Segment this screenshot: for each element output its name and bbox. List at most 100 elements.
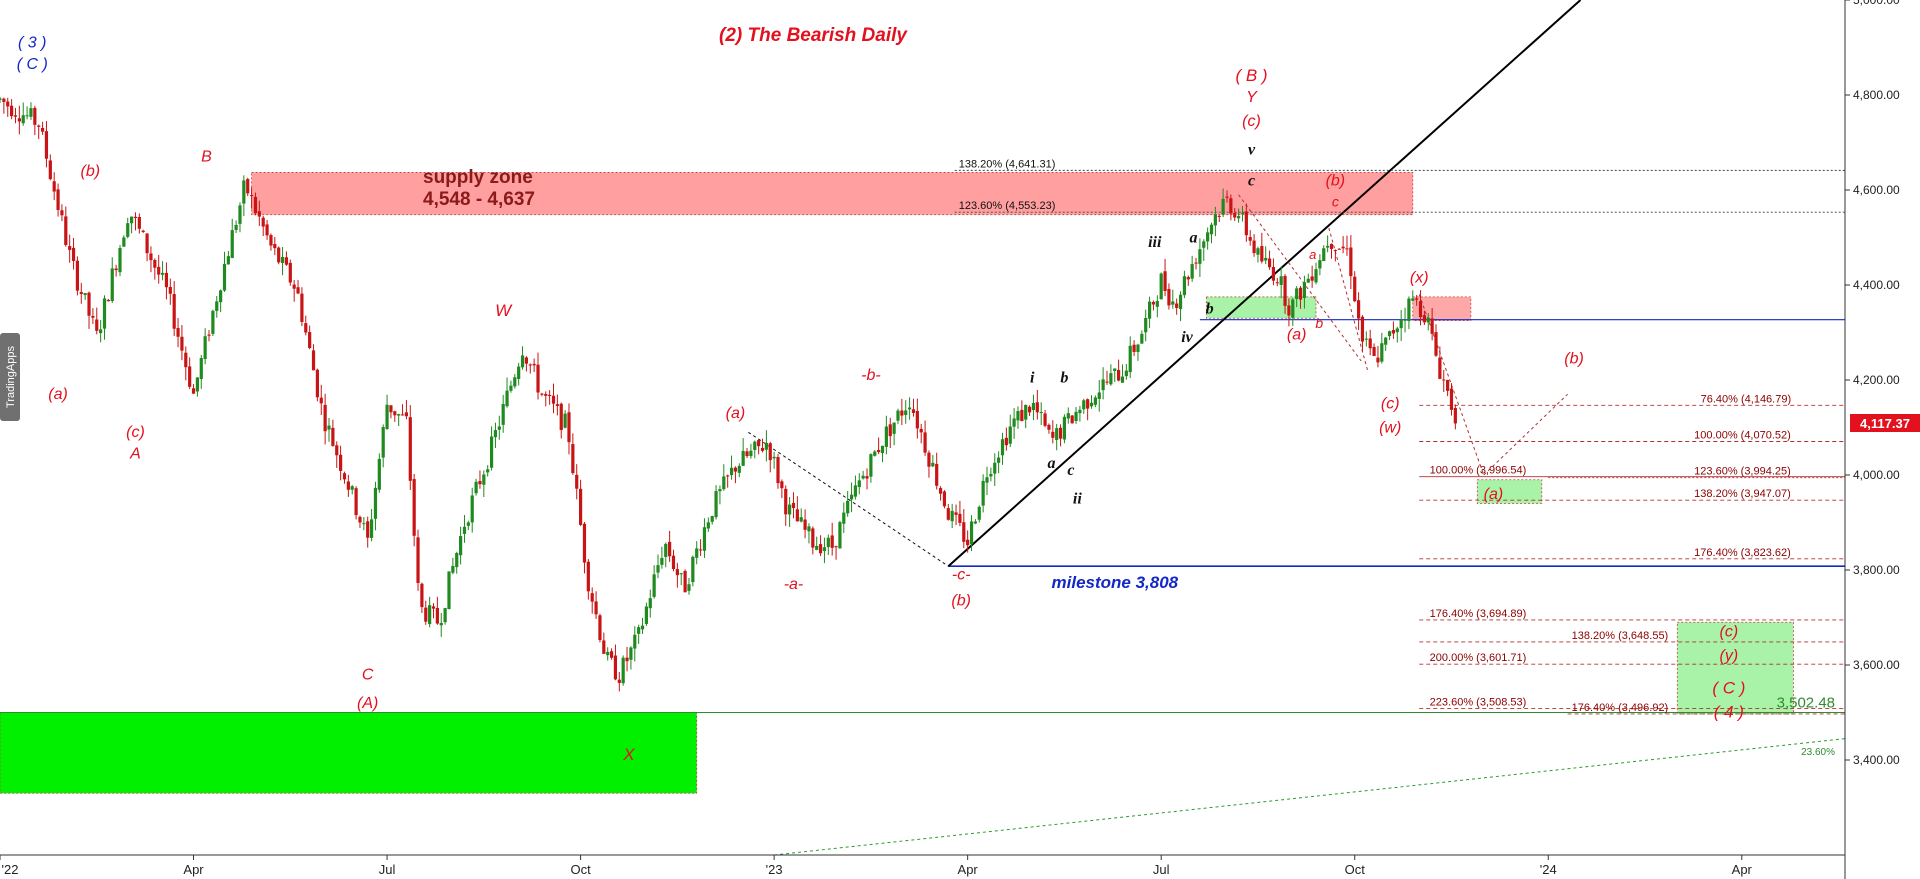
candle-body-332 <box>1283 276 1287 306</box>
fib-level-label-11: 223.60% (3,508.53) <box>1430 696 1527 708</box>
x-tick-label-2: Jul <box>379 862 396 877</box>
candle-body-373 <box>1442 379 1446 381</box>
candle-body-155 <box>598 615 602 640</box>
x-tick-label-6: Jul <box>1153 862 1170 877</box>
candle-body-325 <box>1256 248 1260 255</box>
candle-body-5 <box>17 118 21 122</box>
candle-body-46 <box>176 327 180 337</box>
wave-label-22: a <box>1189 229 1197 246</box>
candle-body-170 <box>656 565 660 573</box>
candle-body-117 <box>451 565 455 573</box>
candle-body-127 <box>489 436 494 468</box>
candle-body-301 <box>1163 271 1167 292</box>
candle-body-330 <box>1275 282 1279 284</box>
candle-body-349 <box>1349 247 1353 277</box>
candle-body-148 <box>571 444 575 474</box>
candle-body-252 <box>973 521 977 524</box>
candle-body-341 <box>1318 260 1322 269</box>
candle-body-130 <box>501 404 505 425</box>
watermark-text: TradingApps <box>5 346 17 408</box>
candle-body-103 <box>397 414 401 416</box>
green-bottom-zone <box>0 712 698 794</box>
candle-body-245 <box>946 508 950 520</box>
candle-body-319 <box>1233 213 1237 218</box>
candle-body-43 <box>164 272 169 288</box>
chart-title: (2) The Bearish Daily <box>719 25 908 46</box>
candle-body-363 <box>1403 319 1407 321</box>
candle-body-134 <box>517 366 521 379</box>
candle-body-147 <box>567 412 571 443</box>
candle-body-344 <box>1329 243 1334 249</box>
wave-label-8: C <box>362 666 374 683</box>
candle-body-77 <box>296 287 300 294</box>
candle-body-70 <box>269 235 273 246</box>
candle-body-135 <box>520 355 525 368</box>
candle-body-16 <box>60 210 64 216</box>
candle-body-177 <box>683 570 687 593</box>
candle-body-178 <box>687 584 691 591</box>
candle-body-224 <box>865 476 869 479</box>
candle-body-95 <box>366 521 370 538</box>
candle-body-34 <box>130 216 134 224</box>
candle-body-74 <box>284 257 289 265</box>
candle-body-185 <box>714 491 718 518</box>
candle-body-92 <box>354 488 358 516</box>
candle-body-36 <box>137 217 141 229</box>
candle-body-220 <box>849 494 854 500</box>
y-tick-label-4: 4,200.00 <box>1853 373 1900 387</box>
wave-label-4: (c) <box>126 424 145 441</box>
fib-level-label-9: 138.20% (3,648.55) <box>1572 630 1669 642</box>
candle-body-101 <box>389 405 393 413</box>
candle-body-371 <box>1434 332 1438 356</box>
candle-body-375 <box>1449 388 1454 410</box>
candle-body-266 <box>1027 406 1032 413</box>
candle-body-26 <box>99 329 103 334</box>
candle-body-140 <box>540 393 544 395</box>
candle-body-271 <box>1047 424 1051 430</box>
candle-body-219 <box>846 500 850 514</box>
candle-body-225 <box>869 454 873 477</box>
wave-label-31: c <box>1332 194 1339 210</box>
candle-body-208 <box>803 519 807 530</box>
candle-body-295 <box>1140 333 1144 344</box>
candle-body-90 <box>346 481 350 490</box>
candle-body-275 <box>1062 416 1067 440</box>
candle-body-303 <box>1171 301 1175 305</box>
candle-body-277 <box>1070 415 1074 424</box>
candle-body-256 <box>989 473 993 477</box>
candle-body-287 <box>1109 373 1113 385</box>
candle-body-64 <box>246 179 250 194</box>
candle-body-212 <box>818 544 823 554</box>
candle-body-358 <box>1384 337 1388 345</box>
candle-body-30 <box>114 268 118 271</box>
y-tick-label-6: 3,800.00 <box>1853 563 1900 577</box>
fib-level-label-1: 123.60% (4,553.23) <box>959 200 1056 212</box>
candle-body-314 <box>1213 214 1217 226</box>
wave-label-35: (c) <box>1381 396 1400 413</box>
y-tick-label-8: 3,400.00 <box>1853 753 1900 767</box>
candle-body-146 <box>563 413 567 428</box>
candle-body-165 <box>637 627 641 634</box>
candle-body-113 <box>435 608 439 624</box>
candle-body-365 <box>1411 298 1415 301</box>
fib-level-label-12: 176.40% (3,496.92) <box>1572 702 1669 714</box>
candle-body-374 <box>1446 380 1450 391</box>
candle-body-215 <box>830 535 834 548</box>
candle-body-233 <box>900 410 904 416</box>
fib-level-label-3: 100.00% (4,070.52) <box>1694 430 1791 442</box>
candle-body-24 <box>91 315 95 318</box>
candle-body-360 <box>1391 329 1396 334</box>
candle-body-285 <box>1101 379 1105 391</box>
candle-body-66 <box>253 196 258 214</box>
candle-body-99 <box>381 427 385 458</box>
milestone-label: milestone 3,808 <box>1052 573 1179 592</box>
wave-label-17: b <box>1060 369 1068 386</box>
candle-body-88 <box>339 454 343 471</box>
candle-body-52 <box>199 358 203 380</box>
candle-body-79 <box>304 323 308 333</box>
candle-body-153 <box>590 593 594 602</box>
candle-body-272 <box>1051 431 1055 438</box>
candle-body-119 <box>459 536 463 556</box>
candle-body-355 <box>1372 346 1376 357</box>
candle-body-309 <box>1194 262 1198 264</box>
